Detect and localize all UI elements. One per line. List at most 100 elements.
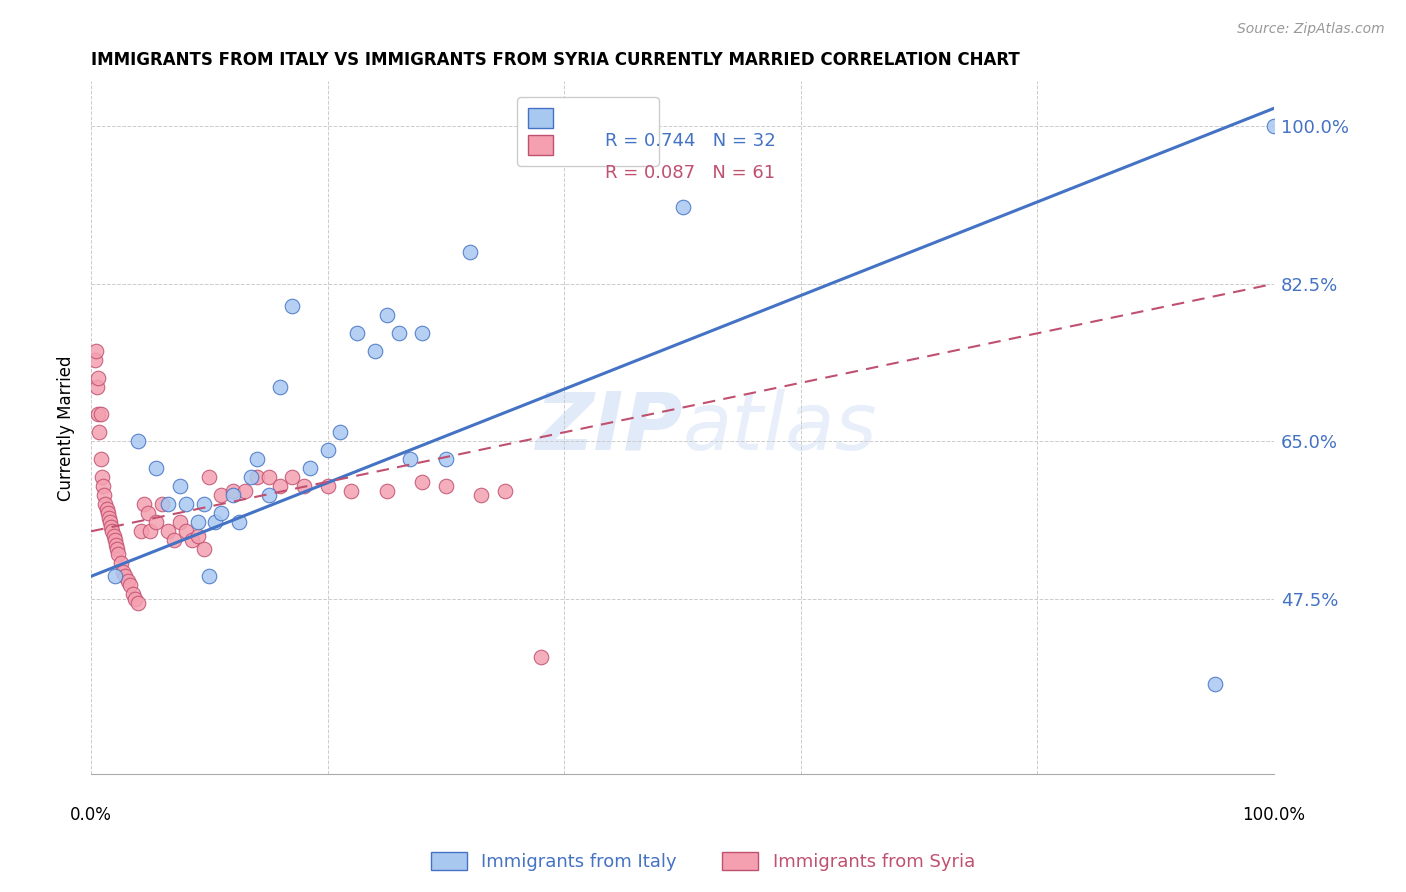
Point <box>209 488 232 502</box>
Point <box>107 547 129 561</box>
Point <box>145 516 167 530</box>
Point <box>110 556 132 570</box>
Point <box>174 524 197 539</box>
Point <box>281 299 304 313</box>
Text: ZIP: ZIP <box>536 389 682 467</box>
Point <box>136 506 159 520</box>
Point <box>364 344 387 359</box>
Point <box>458 245 481 260</box>
Point <box>209 506 232 520</box>
Point <box>117 574 139 588</box>
Point <box>157 524 180 539</box>
Point <box>134 497 156 511</box>
Point <box>129 524 152 539</box>
Point <box>98 516 121 530</box>
Point <box>90 407 112 421</box>
Point <box>86 380 108 394</box>
Point <box>671 200 693 214</box>
Legend: Immigrants from Italy, Immigrants from Syria: Immigrants from Italy, Immigrants from S… <box>423 845 983 879</box>
Point <box>246 470 269 484</box>
Point <box>281 470 304 484</box>
Point <box>127 596 149 610</box>
Point <box>316 479 339 493</box>
Point <box>180 533 202 548</box>
Point <box>269 479 291 493</box>
Point <box>87 371 110 385</box>
Point <box>145 461 167 475</box>
Point <box>89 425 111 440</box>
Point <box>269 380 291 394</box>
Point <box>112 565 135 579</box>
Point <box>388 326 411 341</box>
Point <box>233 483 256 498</box>
Point <box>340 483 363 498</box>
Point <box>222 488 245 502</box>
Text: R = 0.087   N = 61: R = 0.087 N = 61 <box>605 164 775 182</box>
Point <box>90 470 112 484</box>
Point <box>1204 677 1226 691</box>
Point <box>292 479 315 493</box>
Point <box>105 542 128 557</box>
Point <box>104 533 127 548</box>
Point <box>174 497 197 511</box>
Text: Source: ZipAtlas.com: Source: ZipAtlas.com <box>1237 22 1385 37</box>
Point <box>470 488 492 502</box>
Point <box>169 516 191 530</box>
Point <box>346 326 368 341</box>
Point <box>124 591 146 606</box>
Point <box>157 497 180 511</box>
Point <box>298 461 321 475</box>
Point <box>1263 120 1285 134</box>
Point <box>198 470 221 484</box>
Point <box>494 483 516 498</box>
Point <box>246 452 269 467</box>
Point <box>529 650 551 665</box>
Point <box>187 529 209 543</box>
Point <box>121 587 143 601</box>
Point <box>193 497 215 511</box>
Point <box>87 407 110 421</box>
Point <box>83 353 105 368</box>
Point <box>84 344 107 359</box>
Point <box>94 497 117 511</box>
Point <box>187 516 209 530</box>
Point <box>228 516 250 530</box>
Point <box>150 497 173 511</box>
Point <box>193 542 215 557</box>
Point <box>239 470 262 484</box>
Point <box>198 569 221 583</box>
Point <box>96 501 118 516</box>
Point <box>127 434 149 449</box>
Point <box>120 578 142 592</box>
Point <box>163 533 186 548</box>
Point <box>97 510 120 524</box>
Point <box>100 520 122 534</box>
Point <box>90 452 112 467</box>
Point <box>101 524 124 539</box>
Point <box>434 452 457 467</box>
Point <box>375 483 398 498</box>
Text: IMMIGRANTS FROM ITALY VS IMMIGRANTS FROM SYRIA CURRENTLY MARRIED CORRELATION CHA: IMMIGRANTS FROM ITALY VS IMMIGRANTS FROM… <box>91 51 1019 69</box>
Text: 0.0%: 0.0% <box>70 805 112 823</box>
Point <box>103 529 125 543</box>
Point <box>257 488 280 502</box>
Point <box>104 538 127 552</box>
Point <box>434 479 457 493</box>
Point <box>91 479 114 493</box>
Point <box>204 516 226 530</box>
Point <box>411 475 433 489</box>
Point <box>97 506 120 520</box>
Text: 100.0%: 100.0% <box>1243 805 1305 823</box>
Point <box>375 308 398 322</box>
Text: R = 0.744   N = 32: R = 0.744 N = 32 <box>605 133 776 151</box>
Point <box>93 488 115 502</box>
Point <box>316 443 339 458</box>
Point <box>411 326 433 341</box>
Point <box>222 483 245 498</box>
Point <box>139 524 162 539</box>
Text: atlas: atlas <box>682 389 877 467</box>
Y-axis label: Currently Married: Currently Married <box>58 355 75 500</box>
Point <box>169 479 191 493</box>
Point <box>104 569 127 583</box>
Point <box>328 425 350 440</box>
